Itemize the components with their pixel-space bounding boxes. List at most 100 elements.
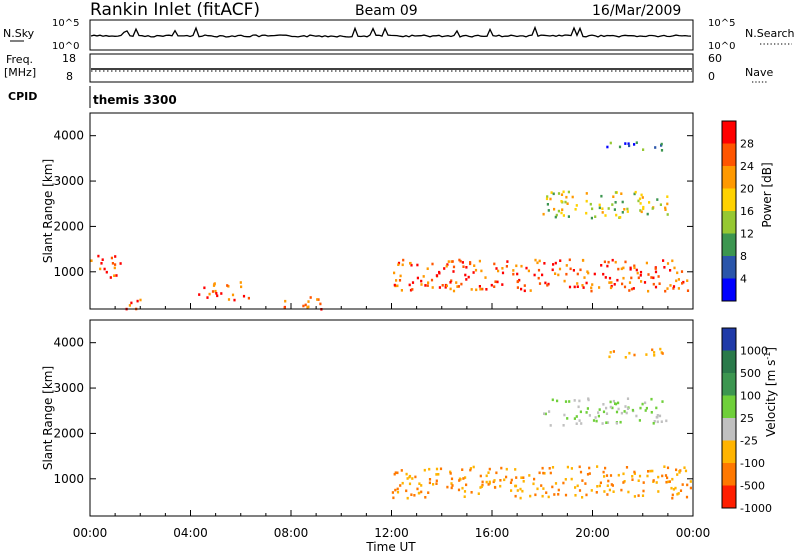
data-cell — [581, 479, 584, 482]
data-cell — [473, 264, 476, 267]
data-cell — [633, 495, 636, 498]
data-cell — [523, 284, 526, 287]
data-cell — [214, 289, 217, 293]
data-cell — [651, 207, 654, 210]
data-cell — [203, 286, 206, 290]
data-cell — [505, 467, 508, 471]
data-cell — [458, 479, 461, 482]
colorbar-segment — [722, 121, 736, 144]
data-cell — [485, 288, 488, 291]
data-cell — [660, 420, 663, 423]
data-cell — [392, 496, 395, 500]
data-cell — [543, 262, 546, 265]
colorbar-segment — [722, 463, 736, 486]
data-cell — [474, 268, 478, 272]
data-cell — [430, 278, 434, 282]
data-cell — [603, 490, 606, 493]
data-cell — [681, 483, 684, 486]
data-cell — [566, 465, 569, 469]
data-cell — [610, 284, 613, 288]
data-cell — [661, 400, 664, 403]
data-cell — [633, 472, 636, 475]
data-cell — [111, 262, 114, 265]
data-cell — [598, 203, 601, 207]
data-cell — [446, 263, 449, 266]
data-cell — [665, 480, 668, 484]
data-cell — [549, 424, 552, 427]
data-cell — [567, 190, 570, 194]
data-cell — [612, 350, 615, 353]
data-cell — [493, 479, 496, 482]
data-cell — [398, 279, 402, 282]
data-cell — [490, 283, 493, 287]
data-cell — [500, 466, 503, 470]
data-cell — [660, 142, 663, 146]
data-cell — [620, 192, 623, 195]
data-cell — [456, 285, 459, 288]
data-cell — [469, 261, 472, 264]
data-cell — [587, 271, 590, 275]
data-cell — [680, 270, 684, 273]
data-cell — [105, 270, 108, 274]
data-cell — [525, 266, 528, 270]
data-cell — [409, 262, 412, 265]
data-cell — [616, 278, 619, 282]
data-cell — [619, 216, 622, 219]
freq-label-1: Freq. — [6, 53, 33, 66]
data-cell — [681, 282, 684, 285]
data-cell — [666, 262, 670, 265]
data-cell — [676, 473, 679, 476]
data-cell — [242, 294, 246, 298]
data-cell — [514, 484, 517, 488]
data-cell — [574, 486, 577, 489]
data-cell — [606, 264, 609, 268]
data-cell — [576, 272, 579, 276]
data-cell — [605, 412, 609, 415]
data-cell — [677, 278, 680, 281]
data-cell — [395, 279, 398, 282]
data-cell — [584, 482, 587, 485]
data-cell — [646, 474, 649, 478]
data-cell — [631, 475, 634, 478]
data-cell — [590, 216, 593, 220]
data-cell — [487, 471, 490, 474]
data-cell — [657, 475, 660, 479]
data-cell — [598, 286, 601, 289]
data-cell — [546, 284, 549, 287]
data-cell — [416, 263, 419, 267]
y-tick-label: 3000 — [53, 381, 84, 395]
colorbar-frame — [721, 327, 737, 509]
data-cell — [636, 271, 639, 275]
data-cell — [641, 196, 644, 199]
data-cell — [416, 487, 419, 491]
y-tick-label: 3000 — [53, 174, 84, 188]
data-cell — [639, 209, 642, 212]
data-cell — [478, 285, 481, 288]
data-cell — [682, 280, 685, 284]
data-cell — [501, 267, 504, 270]
data-cell — [394, 488, 397, 492]
data-cell — [405, 489, 408, 493]
data-cell — [418, 482, 421, 485]
colorbar-tick-label: -25 — [740, 435, 758, 448]
data-cell — [608, 281, 611, 284]
data-cell — [648, 201, 651, 204]
data-cell — [494, 280, 497, 283]
data-cell — [459, 259, 462, 263]
data-cell — [534, 258, 537, 262]
data-cell — [464, 273, 467, 277]
data-cell — [603, 475, 606, 478]
data-cell — [198, 293, 201, 296]
x-tick-label: 16:00 — [475, 526, 510, 540]
data-cell — [656, 198, 659, 201]
data-cell — [119, 262, 122, 265]
data-cell — [545, 197, 549, 201]
data-cell — [649, 469, 652, 473]
station-title: Rankin Inlet (fitACF) — [90, 0, 260, 20]
data-cell — [426, 284, 429, 287]
data-cell — [420, 279, 423, 283]
data-cell — [666, 466, 670, 470]
y-tick-label: 1000 — [53, 472, 84, 486]
data-cell — [617, 407, 620, 411]
data-cell — [650, 276, 653, 279]
